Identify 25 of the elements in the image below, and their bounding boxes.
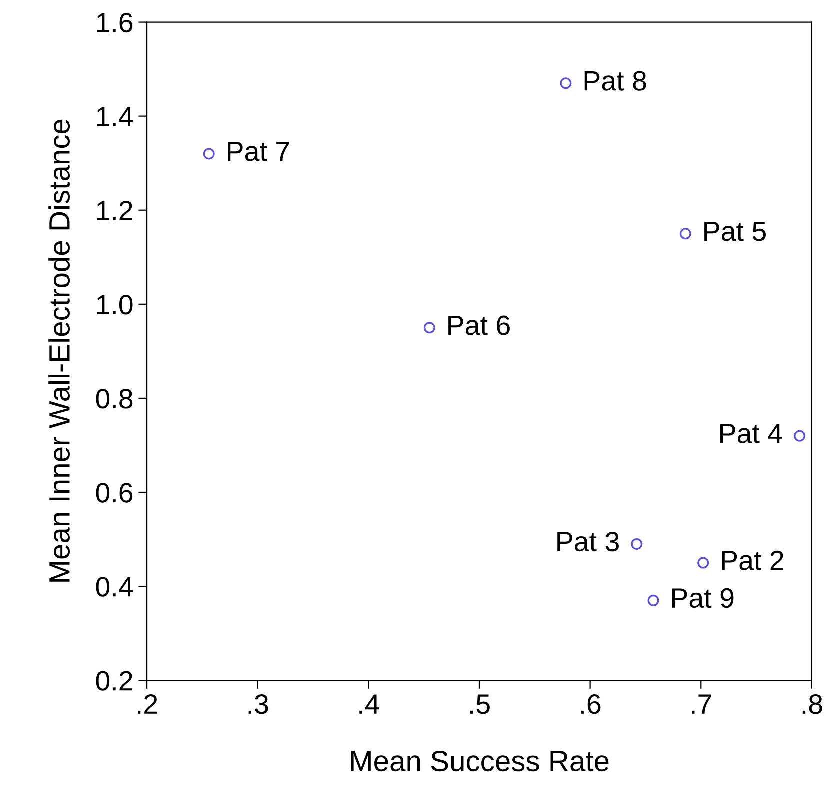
x-tick-label: .4 [360,694,380,714]
x-tick-label: .8 [802,694,822,714]
x-tick-label: .3 [248,694,268,714]
annotation: Pat 6 [448,316,510,336]
x-tick-label: .6 [581,694,601,714]
y-tick-label: 0.6 [96,483,133,503]
x-axis-title: Mean Success Rate [351,750,609,772]
y-tick-label: 1.6 [97,12,133,33]
y-axis-title: Mean Inner Wall-Electrode Distance [48,120,70,582]
annotation: Pat 5 [704,222,766,242]
y-tick-label: 0.2 [96,671,132,691]
annotation: Pat 7 [228,142,290,162]
annotation: Pat 4 [720,424,782,444]
x-tick-label: .2 [138,694,158,714]
x-tick-label: .7 [692,694,712,714]
annotation: Pat 2 [722,550,784,570]
y-tick-label: 1.2 [97,201,132,220]
annotation: Pat 3 [558,532,619,552]
y-tick-label: 1.0 [97,295,133,315]
annotation: Pat 8 [584,71,646,91]
y-tick-label: 0.4 [96,577,134,597]
annotation: Pat 9 [672,588,734,608]
y-tick-label: 1.4 [97,107,134,126]
x-tick-label: .5 [470,694,490,714]
y-tick-label: 0.8 [96,389,133,409]
